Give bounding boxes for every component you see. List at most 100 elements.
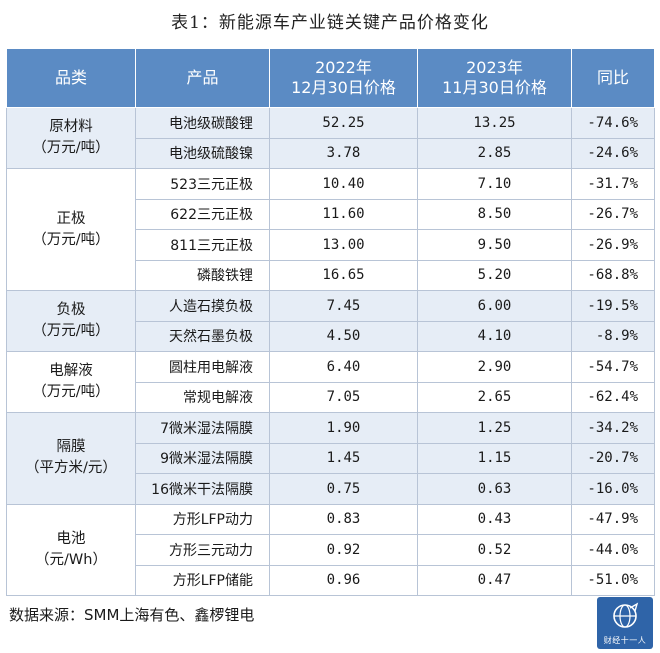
table-row: 16微米干法隔膜 0.75 0.63 -16.0%	[7, 473, 655, 505]
product-cell: 电池级碳酸锂	[135, 107, 270, 139]
price-2023-cell: 9.50	[417, 229, 572, 261]
category-unit: （万元/吨）	[32, 231, 110, 248]
yoy-cell: -62.4%	[571, 381, 655, 413]
price-2022-cell: 0.96	[269, 564, 418, 596]
yoy-cell: -24.6%	[571, 137, 655, 169]
table-row: 隔膜 （平方米/元） 7微米湿法隔膜 1.90 1.25 -34.2%	[6, 412, 655, 505]
price-2022-cell: 13.00	[269, 229, 418, 261]
category-name: 原材料	[49, 119, 93, 135]
header-price-2023-year: 2023年	[466, 58, 523, 77]
category-unit: （万元/吨）	[32, 140, 110, 156]
price-2022-cell: 3.78	[269, 137, 418, 169]
product-cell: 方形LFP动力	[135, 503, 270, 535]
header-yoy: 同比	[571, 48, 655, 108]
price-2022-cell: 16.65	[269, 259, 418, 291]
price-2022-cell: 11.60	[269, 198, 418, 230]
globe-icon	[613, 602, 639, 628]
product-cell: 圆柱用电解液	[135, 351, 270, 383]
logo-text: 财经十一人	[603, 636, 647, 645]
product-cell: 523三元正极	[135, 168, 270, 200]
header-row: 品类 产品 2022年 12月30日价格 2023年 11月30日价格 同比	[6, 48, 655, 108]
price-2023-cell: 5.20	[417, 259, 572, 291]
price-2023-cell: 0.47	[417, 564, 572, 596]
product-cell: 7微米湿法隔膜	[135, 412, 270, 444]
product-cell: 天然石墨负极	[135, 320, 270, 352]
yoy-cell: -54.7%	[571, 351, 655, 383]
price-2023-cell: 0.63	[417, 473, 572, 505]
product-cell: 磷酸铁锂	[135, 259, 270, 291]
table-row: 负极 （万元/吨） 人造石摸负极 7.45 6.00 -19.5%	[6, 290, 655, 352]
yoy-cell: -16.0%	[571, 473, 655, 505]
price-2022-cell: 1.45	[269, 442, 418, 474]
category-cell: 电池 （元/Wh）	[6, 503, 136, 596]
price-2022-cell: 6.40	[269, 351, 418, 383]
header-price-2022-year: 2022年	[315, 58, 372, 77]
product-cell: 16微米干法隔膜	[135, 473, 270, 505]
table-title: 表1：新能源车产业链关键产品价格变化	[171, 13, 489, 33]
product-cell: 811三元正极	[135, 229, 270, 261]
yoy-cell: -31.7%	[571, 168, 655, 200]
price-table: 品类 产品 2022年 12月30日价格 2023年 11月30日价格 同比 原…	[6, 48, 655, 596]
category-name: 隔膜	[56, 439, 86, 456]
category-unit: （平方米/元）	[25, 460, 117, 477]
price-2022-cell: 7.45	[269, 290, 418, 322]
price-2023-cell: 6.00	[417, 290, 572, 322]
product-cell: 方形LFP储能	[135, 564, 270, 596]
price-2022-cell: 4.50	[269, 320, 418, 352]
product-cell: 9微米湿法隔膜	[135, 442, 270, 474]
table-row: 磷酸铁锂 16.65 5.20 -68.8%	[7, 259, 655, 291]
price-2022-cell: 7.05	[269, 381, 418, 413]
price-2022-cell: 10.40	[269, 168, 418, 200]
price-2022-cell: 0.75	[269, 473, 418, 505]
price-2023-cell: 7.10	[417, 168, 572, 200]
price-2023-cell: 0.52	[417, 534, 572, 566]
header-price-2022-date: 12月30日价格	[291, 78, 396, 97]
category-name: 电解液	[49, 363, 93, 379]
price-2023-cell: 2.90	[417, 351, 572, 383]
yoy-cell: -26.9%	[571, 229, 655, 261]
price-2023-cell: 8.50	[417, 198, 572, 230]
yoy-cell: -44.0%	[571, 534, 655, 566]
price-2023-cell: 1.15	[417, 442, 572, 474]
table-row: 方形三元动力 0.92 0.52 -44.0%	[7, 534, 655, 566]
category-unit: （元/Wh）	[35, 551, 107, 568]
header-price-2023: 2023年 11月30日价格	[417, 48, 572, 108]
product-cell: 方形三元动力	[135, 534, 270, 566]
product-cell: 常规电解液	[135, 381, 270, 413]
product-cell: 电池级硫酸镍	[135, 137, 270, 169]
yoy-cell: -74.6%	[571, 107, 655, 139]
yoy-cell: -19.5%	[571, 290, 655, 322]
table-row: 电解液 （万元/吨） 圆柱用电解液 6.40 2.90 -54.7%	[6, 351, 655, 413]
price-2023-cell: 0.43	[417, 503, 572, 535]
category-unit: （万元/吨）	[32, 323, 110, 339]
yoy-cell: -8.9%	[571, 320, 655, 352]
category-cell: 原材料 （万元/吨）	[6, 107, 136, 169]
header-price-2022: 2022年 12月30日价格	[269, 48, 418, 108]
table-row: 9微米湿法隔膜 1.45 1.15 -20.7%	[7, 442, 655, 474]
category-name: 正极	[56, 210, 86, 227]
category-name: 电池	[56, 530, 86, 547]
price-2022-cell: 0.83	[269, 503, 418, 535]
table-row: 622三元正极 11.60 8.50 -26.7%	[7, 198, 655, 230]
publisher-logo: 财经十一人	[597, 597, 653, 649]
price-2023-cell: 13.25	[417, 107, 572, 139]
data-source-note: 数据来源：SMM上海有色、鑫椤锂电	[9, 606, 255, 624]
yoy-cell: -51.0%	[571, 564, 655, 596]
table-row: 正极 （万元/吨） 523三元正极 10.40 7.10 -31.7%	[6, 168, 655, 291]
table-row: 811三元正极 13.00 9.50 -26.9%	[7, 229, 655, 261]
price-2022-cell: 1.90	[269, 412, 418, 444]
yoy-cell: -47.9%	[571, 503, 655, 535]
header-price-2023-date: 11月30日价格	[442, 78, 547, 97]
yoy-cell: -68.8%	[571, 259, 655, 291]
header-category: 品类	[6, 48, 136, 108]
table-row: 天然石墨负极 4.50 4.10 -8.9%	[7, 320, 655, 352]
table-body: 原材料 （万元/吨） 电池级碳酸锂 52.25 13.25 -74.6% 电池级硫酸镍 3.7…	[6, 107, 655, 596]
table-row: 电池 （元/Wh） 方形LFP动力 0.83 0.43 -47.9%	[6, 503, 655, 596]
table-row: 电池级硫酸镍 3.78 2.85 -24.6%	[7, 137, 655, 169]
price-2023-cell: 2.85	[417, 137, 572, 169]
table-row: 方形LFP储能 0.96 0.47 -51.0%	[7, 564, 655, 596]
product-cell: 人造石摸负极	[135, 290, 270, 322]
yoy-cell: -26.7%	[571, 198, 655, 230]
category-name: 负极	[56, 302, 86, 318]
product-cell: 622三元正极	[135, 198, 270, 230]
